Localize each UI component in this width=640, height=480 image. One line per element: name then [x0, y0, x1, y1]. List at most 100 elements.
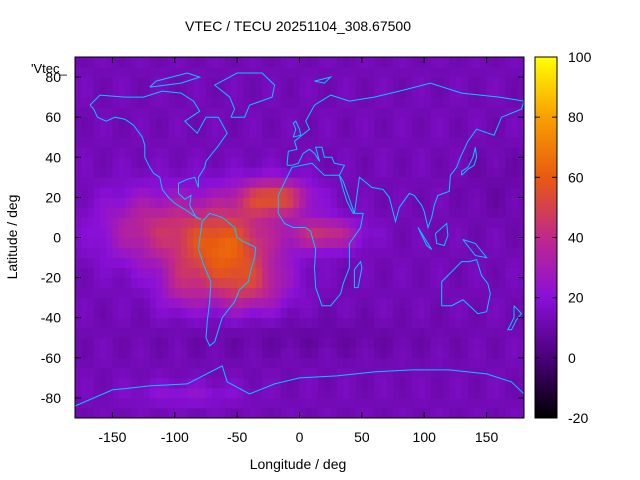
heatmap-cell [368, 267, 375, 279]
heatmap-cell [430, 287, 438, 299]
heatmap-cell [99, 217, 107, 228]
heatmap-cell [380, 237, 388, 248]
heatmap-cell [224, 407, 232, 419]
heatmap-cell [224, 187, 232, 198]
heatmap-cell [374, 97, 381, 108]
heatmap-cell [293, 307, 300, 319]
heatmap-cell [474, 377, 481, 389]
heatmap-cell [174, 317, 182, 329]
heatmap-cell [124, 107, 132, 118]
heatmap-cell [287, 197, 294, 208]
heatmap-cell [417, 277, 425, 289]
heatmap-cell [237, 177, 244, 188]
heatmap-cell [430, 407, 438, 419]
heatmap-cell [75, 377, 82, 389]
heatmap-cell [193, 207, 201, 218]
heatmap-cell [75, 137, 82, 148]
heatmap-cell [330, 377, 338, 389]
heatmap-cell [380, 157, 388, 168]
heatmap-cell [480, 387, 487, 399]
heatmap-cell [330, 327, 338, 339]
heatmap-cell [299, 327, 307, 339]
heatmap-cell [424, 357, 431, 369]
heatmap-cell [187, 177, 194, 188]
heatmap-cell [461, 347, 469, 359]
heatmap-cell [87, 57, 95, 68]
heatmap-cell [205, 387, 213, 399]
heatmap-cell [299, 307, 307, 319]
heatmap-cell [405, 187, 413, 198]
heatmap-cell [230, 207, 238, 218]
heatmap-cell [255, 157, 263, 168]
heatmap-cell [399, 377, 406, 389]
heatmap-cell [386, 117, 394, 128]
heatmap-cell [343, 387, 350, 399]
heatmap-cell [174, 297, 182, 309]
heatmap-cell [224, 227, 232, 238]
heatmap-cell [224, 287, 232, 299]
coastline-antarctica [74, 365, 525, 407]
heatmap-cell [467, 157, 475, 168]
heatmap-cell [417, 317, 425, 329]
heatmap-cell [305, 377, 313, 389]
heatmap-cell [499, 117, 506, 128]
heatmap-cell [112, 317, 120, 329]
heatmap-cell [181, 367, 188, 379]
heatmap-cell [336, 137, 344, 148]
heatmap-cell [499, 197, 506, 208]
heatmap-cell [224, 247, 232, 258]
heatmap-cell [511, 107, 519, 118]
heatmap-cell [124, 177, 132, 188]
x-axis-label: Longitude / deg [250, 456, 347, 472]
heatmap-cell [486, 327, 494, 339]
heatmap-cell [455, 247, 463, 258]
heatmap-cell [393, 67, 400, 78]
heatmap-cell [205, 327, 213, 339]
heatmap-cell [81, 107, 88, 118]
heatmap-cell [224, 167, 232, 178]
heatmap-cell [243, 207, 251, 218]
heatmap-cell [268, 387, 275, 399]
heatmap-cell [243, 187, 251, 198]
heatmap-cell [517, 407, 525, 419]
heatmap-cell [118, 207, 126, 218]
heatmap-cell [480, 87, 487, 98]
heatmap-cell [131, 367, 138, 379]
heatmap-cell [461, 137, 469, 148]
heatmap-cell [262, 407, 269, 419]
heatmap-cell [324, 67, 332, 78]
heatmap-cell [181, 217, 188, 228]
heatmap-cell [149, 337, 157, 349]
heatmap-cell [399, 87, 406, 98]
heatmap-cell [492, 317, 500, 329]
heatmap-cell [411, 107, 419, 118]
heatmap-cell [417, 337, 425, 349]
heatmap-cell [274, 247, 282, 258]
heatmap-cell [336, 117, 344, 128]
heatmap-cell [205, 57, 213, 68]
heatmap-cell [218, 167, 226, 178]
heatmap-cell [461, 177, 469, 188]
heatmap-cell [324, 77, 332, 88]
heatmap-cell [393, 347, 400, 359]
heatmap-cell [374, 337, 381, 349]
heatmap-cell [262, 147, 269, 158]
heatmap-cell [137, 237, 144, 248]
heatmap-cell [99, 137, 107, 148]
heatmap-cell [461, 327, 469, 339]
heatmap-cell [480, 367, 487, 379]
heatmap-cell [411, 247, 419, 258]
heatmap-cell [93, 147, 101, 158]
heatmap-cell [305, 297, 313, 309]
heatmap-cell [318, 117, 325, 128]
heatmap-cell [162, 57, 169, 68]
heatmap-cell [311, 207, 319, 218]
heatmap-cell [499, 87, 506, 98]
heatmap-cell [461, 277, 469, 289]
heatmap-cell [212, 137, 219, 148]
heatmap-cell [318, 127, 325, 138]
heatmap-cell [87, 357, 95, 369]
heatmap-cell [455, 147, 463, 158]
heatmap-cell [212, 277, 219, 289]
